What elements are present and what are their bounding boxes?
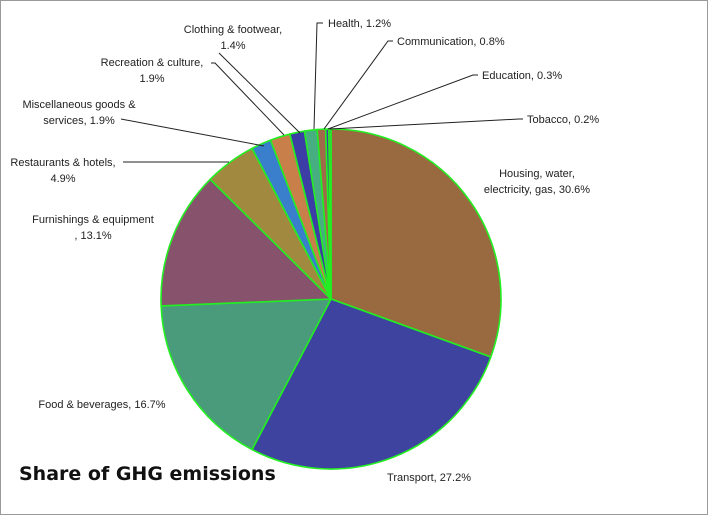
slice-label-line: Recreation & culture, [101,57,204,69]
slice-label-line: Clothing & footwear, [184,24,282,36]
slice-label-9: Health, 1.2% [328,18,391,30]
slice-label-11: Education, 0.3% [482,70,562,82]
slice-label-line: Education, 0.3% [482,70,562,82]
slice-label-10: Communication, 0.8% [397,36,505,48]
slice-label-line: Tobacco, 0.2% [527,114,599,126]
leader-line-11 [327,74,478,130]
slice-label-line: 1.4% [220,40,245,52]
slice-label-3: Food & beverages, 16.7% [38,399,165,411]
slice-label-5: Restaurants & hotels, 4.9% [10,157,115,185]
pie-slice-1 [330,128,502,358]
slice-label-line: Housing, water, [499,168,575,180]
slice-label-2: Transport, 27.2% [387,472,471,484]
slice-label-line: Restaurants & hotels, [10,157,115,169]
slice-label-1: Housing, water, electricity, gas, 30.6% [484,168,590,196]
slice-label-12: Tobacco, 0.2% [527,114,599,126]
pie-slice-2 [251,298,492,470]
slice-label-4: Furnishings & equipment , 13.1% [32,214,154,242]
slice-label-line: services, 1.9% [43,115,115,127]
slice-label-line: , 13.1% [74,230,112,242]
slice-label-line: Miscellaneous goods & [22,99,136,111]
leader-line-7 [211,62,285,136]
slice-label-8: Clothing & footwear, 1.4% [184,24,282,52]
slice-label-line: Health, 1.2% [328,18,391,30]
chart-title: Share of GHG emissions [19,463,276,485]
slice-label-6: Miscellaneous goods & services, 1.9% [22,99,136,127]
slice-label-line: Communication, 0.8% [397,36,505,48]
slice-label-7: Recreation & culture, 1.9% [101,57,204,85]
leader-line-8 [218,52,301,134]
slice-label-line: Transport, 27.2% [387,472,471,484]
leader-line-10 [323,40,393,130]
slice-label-line: electricity, gas, 30.6% [484,184,590,196]
leader-line-9 [313,22,323,130]
slice-label-line: Furnishings & equipment [32,214,154,226]
pie-slice-4 [160,178,332,307]
slice-label-line: 1.9% [139,73,164,85]
leader-line-12 [329,118,523,130]
slice-label-line: 4.9% [50,173,75,185]
leader-line-6 [120,118,265,147]
pie-slice-3 [160,298,332,451]
slice-label-line: Food & beverages, 16.7% [38,399,165,411]
